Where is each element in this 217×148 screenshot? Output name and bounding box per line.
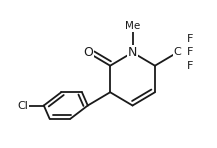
Text: Me: Me: [125, 21, 140, 31]
Text: O: O: [83, 46, 93, 59]
Text: F: F: [187, 48, 193, 57]
Text: C: C: [173, 48, 181, 57]
Text: F: F: [187, 61, 193, 71]
Text: F: F: [187, 34, 193, 44]
Text: Cl: Cl: [18, 100, 28, 111]
Text: N: N: [128, 46, 137, 59]
